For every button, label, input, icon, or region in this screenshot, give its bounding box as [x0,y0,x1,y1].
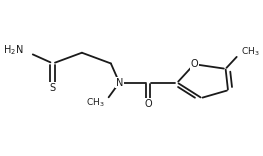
Text: O: O [144,99,152,109]
Text: S: S [50,83,56,93]
Text: O: O [190,59,198,69]
Text: N: N [116,78,123,88]
Text: H$_2$N: H$_2$N [3,44,24,57]
Text: CH$_3$: CH$_3$ [241,46,260,58]
Text: CH$_3$: CH$_3$ [86,96,105,109]
